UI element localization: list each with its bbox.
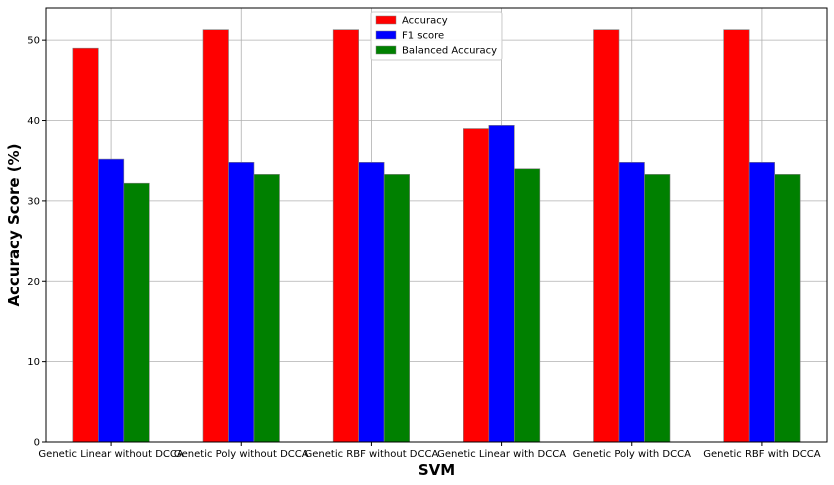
y-tick-label: 0 — [34, 438, 40, 449]
legend-swatch — [375, 45, 397, 55]
y-axis-title: Accuracy Score (%) — [5, 143, 23, 306]
bar-balanced-accuracy — [253, 174, 280, 443]
legend-box — [370, 11, 503, 61]
legend-label: Accuracy — [402, 16, 448, 27]
legend-label: Balanced Accuracy — [402, 46, 497, 57]
bar-f1-score — [488, 125, 515, 443]
y-tick-label: 20 — [27, 277, 40, 288]
bar-accuracy — [202, 29, 229, 443]
x-tick-label: Genetic Poly without DCCA — [174, 449, 309, 460]
y-tick-label: 30 — [27, 196, 40, 207]
y-tick-label: 40 — [27, 116, 40, 127]
bar-balanced-accuracy — [514, 168, 541, 443]
bar-accuracy — [593, 29, 620, 443]
x-tick-label: Genetic RBF with DCCA — [703, 449, 821, 460]
bar-balanced-accuracy — [383, 174, 410, 443]
bar-accuracy — [723, 29, 750, 443]
bars — [72, 29, 801, 443]
bar-balanced-accuracy — [123, 182, 150, 443]
bar-f1-score — [618, 162, 645, 443]
bar-f1-score — [748, 162, 775, 443]
x-tick-label: Genetic Poly with DCCA — [573, 449, 691, 460]
bar-balanced-accuracy — [774, 174, 801, 443]
legend-swatch — [375, 15, 397, 25]
bar-accuracy — [463, 128, 490, 443]
legend-label: F1 score — [402, 31, 444, 42]
y-axis-ticks: 0 10 20 30 40 50 — [27, 36, 46, 449]
bar-balanced-accuracy — [644, 174, 671, 443]
legend-swatch — [375, 30, 397, 40]
y-tick-label: 50 — [27, 36, 40, 47]
bar-f1-score — [358, 162, 385, 443]
bar-f1-score — [228, 162, 255, 443]
x-axis-title: SVM — [418, 461, 455, 479]
x-tick-label: Genetic Linear with DCCA — [437, 449, 566, 460]
x-tick-label: Genetic Linear without DCCA — [38, 449, 183, 460]
bar-accuracy — [332, 29, 359, 443]
bar-f1-score — [98, 158, 125, 443]
y-tick-label: 10 — [27, 357, 40, 368]
bar-accuracy — [72, 47, 99, 443]
plot-frame — [45, 7, 828, 443]
legend: Accuracy F1 score Balanced Accuracy — [370, 11, 503, 61]
x-tick-label: Genetic RBF without DCCA — [305, 449, 439, 460]
